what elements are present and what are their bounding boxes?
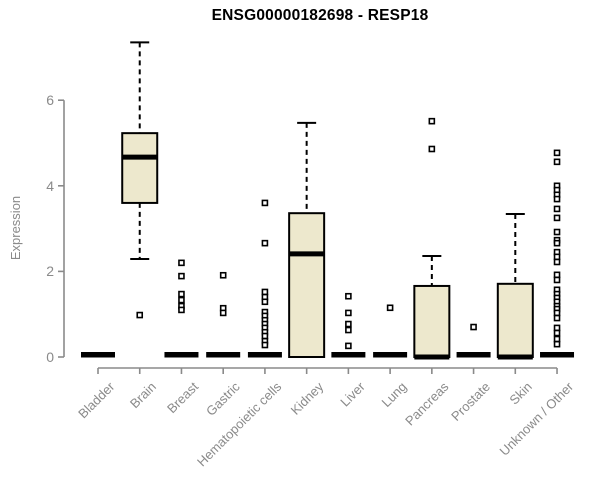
flat-box-at-zero bbox=[164, 352, 199, 358]
outlier-point bbox=[470, 323, 477, 331]
outlier-point bbox=[345, 309, 352, 317]
outlier-point bbox=[345, 292, 352, 300]
flat-box-at-zero bbox=[373, 352, 408, 358]
outlier-point bbox=[178, 306, 185, 314]
outlier-point bbox=[386, 304, 394, 312]
box bbox=[413, 284, 451, 358]
outlier-point bbox=[261, 288, 269, 296]
outlier-point bbox=[553, 228, 561, 236]
flat-box-at-zero bbox=[247, 352, 282, 358]
outlier-point bbox=[345, 342, 352, 350]
outlier-point bbox=[553, 314, 561, 322]
box bbox=[288, 212, 326, 358]
outlier-point bbox=[219, 271, 227, 279]
outlier-point bbox=[553, 239, 561, 247]
outlier-point bbox=[553, 271, 561, 279]
outlier-point bbox=[553, 195, 561, 203]
outlier-point bbox=[553, 324, 561, 332]
outlier-point bbox=[428, 145, 436, 153]
outlier-point bbox=[428, 117, 436, 125]
outlier-point bbox=[553, 149, 561, 157]
outlier-point bbox=[345, 326, 352, 334]
outlier-point bbox=[219, 309, 227, 317]
outlier-point bbox=[178, 259, 185, 267]
outlier-point bbox=[553, 329, 561, 337]
outlier-point bbox=[553, 214, 561, 222]
outlier-point bbox=[553, 253, 561, 261]
outlier-point bbox=[553, 158, 561, 166]
outlier-point bbox=[136, 311, 144, 319]
outlier-point bbox=[553, 205, 561, 213]
y-tick-label: 4 bbox=[46, 177, 54, 194]
outlier-point bbox=[261, 239, 269, 247]
flat-box-at-zero bbox=[331, 352, 366, 358]
y-tick-label: 2 bbox=[46, 263, 54, 280]
flat-box-at-zero bbox=[540, 352, 575, 358]
outlier-point bbox=[261, 298, 269, 306]
outlier-point bbox=[553, 258, 561, 266]
outlier-point bbox=[178, 272, 185, 280]
outlier-point bbox=[178, 290, 185, 298]
y-tick-label: 0 bbox=[46, 349, 54, 365]
box bbox=[121, 132, 159, 204]
outlier-point bbox=[261, 341, 269, 349]
outlier-point bbox=[261, 199, 269, 207]
outlier-point bbox=[261, 332, 269, 340]
outlier-point bbox=[553, 276, 561, 284]
outlier-point bbox=[553, 335, 561, 343]
flat-box-at-zero bbox=[81, 352, 115, 358]
flat-box-at-zero bbox=[456, 352, 491, 358]
chart-title: ENSG00000182698 - RESP18 bbox=[211, 7, 429, 24]
y-tick-label: 6 bbox=[46, 92, 54, 109]
outlier-point bbox=[345, 320, 352, 328]
outlier-point bbox=[553, 340, 561, 348]
flat-box-at-zero bbox=[206, 352, 241, 358]
outlier-point bbox=[178, 296, 185, 304]
outlier-point bbox=[553, 309, 561, 317]
box bbox=[496, 282, 534, 359]
